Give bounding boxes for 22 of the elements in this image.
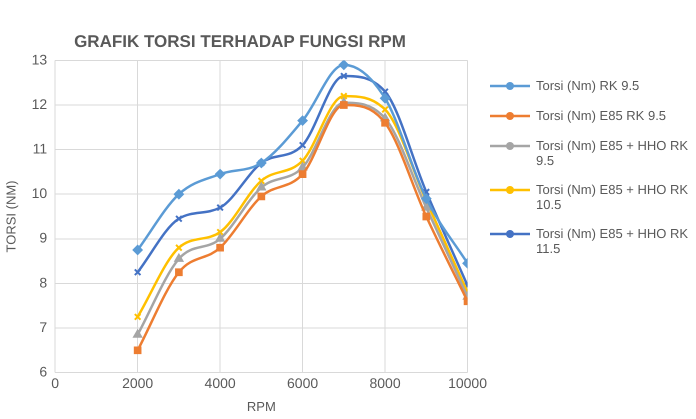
chart-title: GRAFIK TORSI TERHADAP FUNGSI RPM [74, 32, 406, 51]
y-tick-label: 6 [39, 363, 48, 380]
x-tick-label: 10000 [448, 374, 488, 391]
y-tick-label: 11 [32, 140, 48, 156]
y-tick-label: 10 [32, 185, 48, 202]
y-tick-label: 7 [39, 318, 48, 335]
y-tick-label: 12 [32, 96, 48, 112]
y-tick-label: 13 [32, 51, 48, 68]
y-tick-label: 9 [39, 230, 48, 246]
y-axis-title: TORSI (NM) [3, 180, 18, 252]
x-tick-label: 2000 [122, 374, 154, 391]
x-tick-label: 4000 [204, 374, 236, 391]
x-tick-label: 0 [51, 374, 60, 391]
legend-label: Torsi (Nm) RK 9.5 [536, 78, 640, 93]
y-tick-label: 8 [39, 274, 48, 290]
legend-label: Torsi (Nm) E85 + HHO RK 10.5 [536, 182, 690, 212]
x-axis-title: RPM [246, 398, 276, 414]
legend-label: Torsi (Nm) E85 + HHO RK 9.5 [536, 138, 690, 168]
x-tick-label: 6000 [287, 374, 318, 391]
legend-label: Torsi (Nm) E85 RK 9.5 [536, 108, 666, 123]
legend-label: Torsi (Nm) E85 + HHO RK 11.5 [536, 226, 690, 256]
x-tick-label: 8000 [369, 374, 401, 391]
